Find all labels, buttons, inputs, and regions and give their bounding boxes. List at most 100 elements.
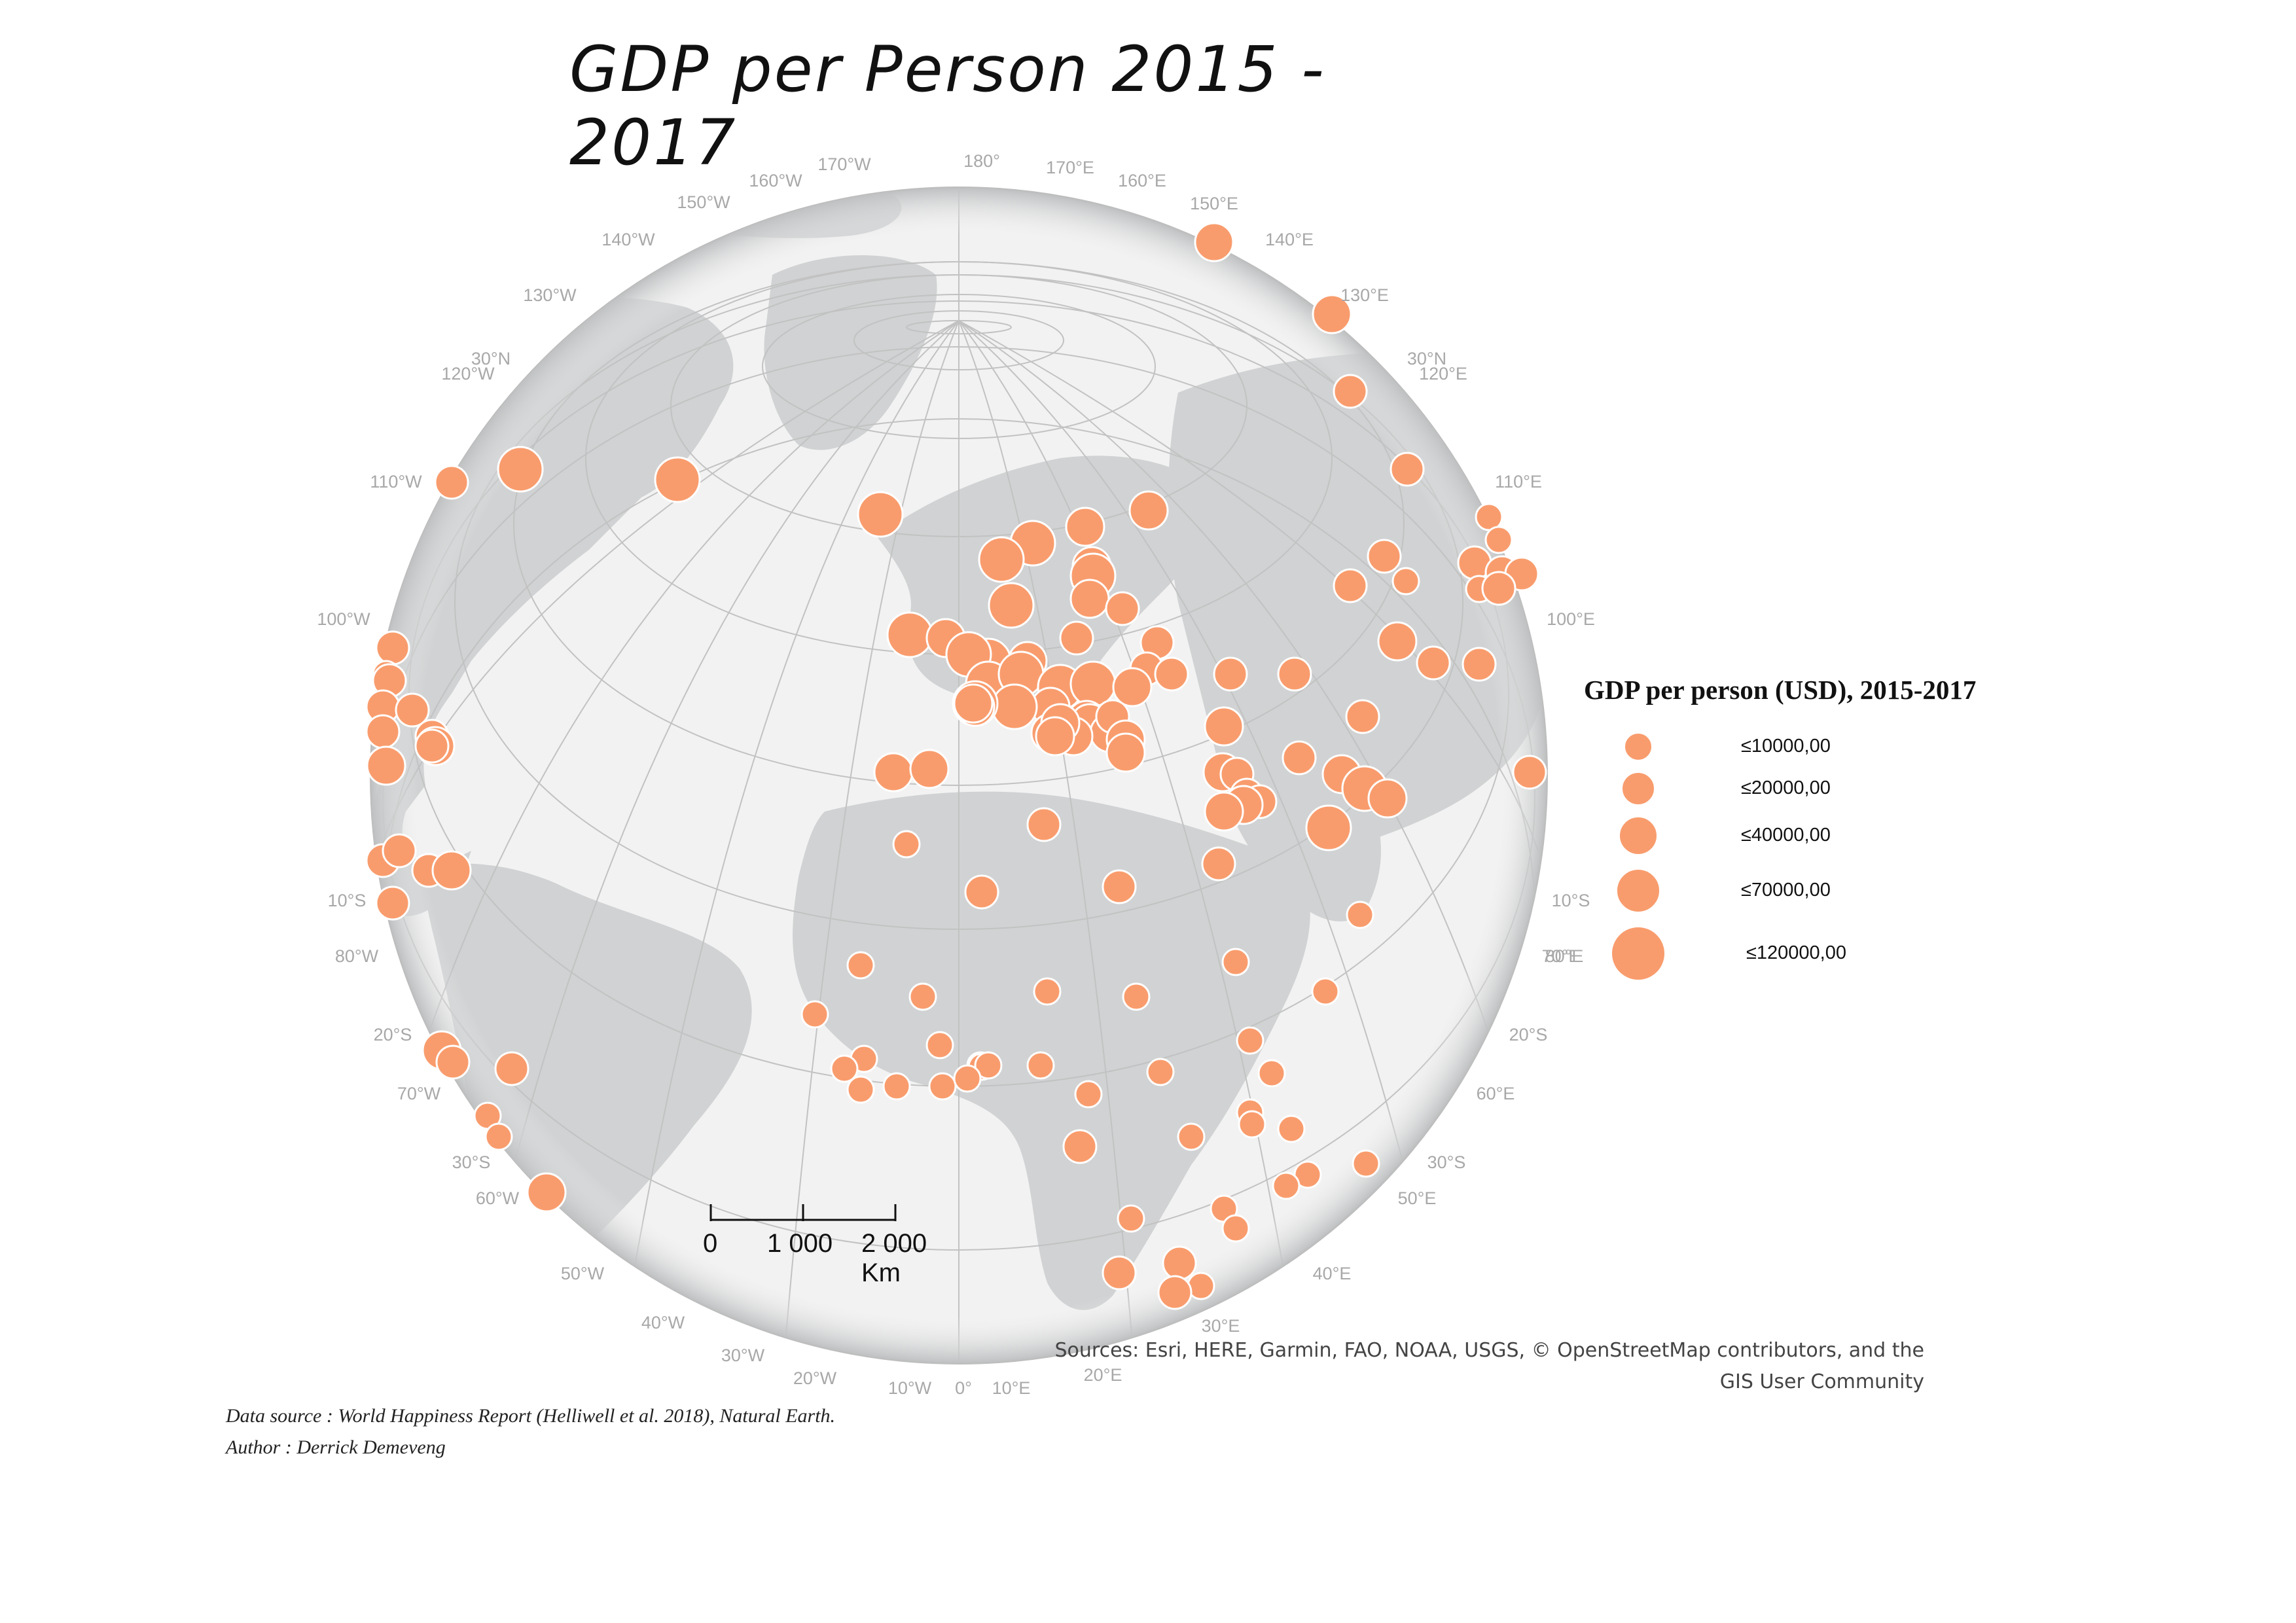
gdp-marker[interactable] [1367,539,1402,574]
gdp-marker[interactable] [1177,1122,1206,1151]
gdp-marker[interactable] [1213,656,1248,692]
gdp-marker[interactable] [886,611,933,658]
gdp-marker[interactable] [1512,755,1547,790]
gdp-marker[interactable] [1059,620,1094,656]
gdp-marker[interactable] [1416,645,1451,681]
gdp-marker[interactable] [1194,222,1234,262]
gdp-marker[interactable] [1352,1149,1380,1178]
meridian-label: 130°E [1340,285,1389,305]
gdp-marker[interactable] [800,1000,829,1029]
gdp-marker[interactable] [1391,567,1420,596]
gdp-marker[interactable] [1062,1129,1098,1164]
gdp-marker[interactable] [1311,977,1340,1006]
gdp-marker[interactable] [366,745,406,786]
gdp-marker[interactable] [1204,706,1244,747]
gdp-marker[interactable] [382,833,417,868]
gdp-marker[interactable] [435,1044,471,1080]
gdp-marker[interactable] [1277,656,1312,692]
gdp-marker[interactable] [978,536,1025,583]
meridian-label: 170°W [817,154,871,174]
gdp-marker[interactable] [434,465,469,500]
gdp-marker[interactable] [1462,647,1497,682]
gdp-marker[interactable] [497,446,544,493]
gdp-marker[interactable] [365,714,401,749]
gdp-marker[interactable] [494,1051,529,1086]
gdp-marker[interactable] [1157,1275,1193,1310]
gdp-marker[interactable] [1102,1255,1137,1291]
gdp-marker[interactable] [1333,374,1368,409]
gdp-marker[interactable] [1277,1115,1306,1143]
gdp-marker[interactable] [1272,1171,1300,1200]
gdp-marker[interactable] [1257,1059,1286,1088]
gdp-marker[interactable] [1162,1245,1197,1281]
gdp-marker[interactable] [846,951,875,980]
meridian-label: 100°W [317,609,370,629]
gdp-marker[interactable] [1345,699,1380,734]
gdp-marker[interactable] [375,885,410,921]
gdp-marker[interactable] [908,982,937,1011]
gdp-marker[interactable] [964,874,999,910]
gdp-marker[interactable] [846,1075,875,1104]
gdp-marker[interactable] [953,683,994,724]
gdp-marker[interactable] [991,683,1038,730]
gdp-marker[interactable] [1146,1058,1175,1086]
gdp-marker[interactable] [1122,982,1151,1011]
gdp-marker[interactable] [1282,740,1317,776]
gdp-marker[interactable] [882,1072,911,1101]
gdp-marker[interactable] [395,692,430,728]
gdp-marker[interactable] [1377,621,1418,662]
gdp-marker[interactable] [1102,869,1137,904]
gdp-marker[interactable] [1236,1026,1265,1055]
gdp-marker[interactable] [1390,452,1425,487]
gdp-marker[interactable] [1221,1214,1250,1243]
gdp-marker[interactable] [1026,1051,1055,1080]
gdp-marker[interactable] [1035,716,1075,757]
gdp-marker[interactable] [1117,1204,1145,1233]
gdp-marker[interactable] [1069,660,1117,707]
gdp-marker[interactable] [1105,732,1146,773]
gdp-marker[interactable] [1221,948,1250,976]
gdp-marker[interactable] [1074,1080,1103,1109]
gdp-marker[interactable] [953,1064,982,1093]
gdp-marker[interactable] [1484,526,1513,554]
legend-label: ≤20000,00 [1741,777,1831,798]
gdp-marker[interactable] [925,1031,954,1060]
gdp-marker[interactable] [1201,846,1236,882]
gdp-marker[interactable] [1154,656,1189,692]
gdp-marker[interactable] [431,850,472,891]
gdp-marker[interactable] [1105,591,1140,626]
gdp-marker[interactable] [526,1172,567,1213]
gdp-marker[interactable] [484,1122,513,1151]
gdp-marker[interactable] [1333,568,1368,603]
legend-row: ≤10000,00 [1584,732,2042,771]
scale-label-2000: 2 000 Km [861,1229,927,1287]
gdp-marker[interactable] [988,582,1035,629]
gdp-marker[interactable] [909,749,950,789]
gdp-marker[interactable] [974,1051,1003,1080]
gdp-marker[interactable] [1238,1110,1266,1139]
gdp-marker[interactable] [1065,507,1105,547]
gdp-marker[interactable] [1204,791,1244,832]
gdp-marker[interactable] [375,630,410,666]
gdp-marker[interactable] [1481,571,1516,606]
gdp-marker[interactable] [928,1072,957,1101]
gdp-marker[interactable] [1305,804,1352,851]
gdp-marker[interactable] [1128,490,1169,531]
gdp-marker[interactable] [892,830,921,859]
gdp-marker[interactable] [1069,579,1110,619]
gdp-marker[interactable] [1346,901,1374,929]
gdp-marker[interactable] [830,1054,859,1083]
edge-label: 30°W [721,1346,765,1365]
gdp-marker[interactable] [414,728,450,764]
gdp-marker[interactable] [1026,807,1062,842]
gdp-marker[interactable] [857,491,904,538]
meridian-label: 160°E [1118,171,1166,190]
gdp-marker[interactable] [1033,977,1062,1006]
gdp-marker[interactable] [654,456,701,503]
gdp-marker[interactable] [1312,294,1352,334]
gdp-markers[interactable] [365,222,1547,1310]
gdp-marker[interactable] [1112,667,1153,707]
gdp-marker[interactable] [1367,778,1408,819]
gdp-marker[interactable] [873,752,914,793]
